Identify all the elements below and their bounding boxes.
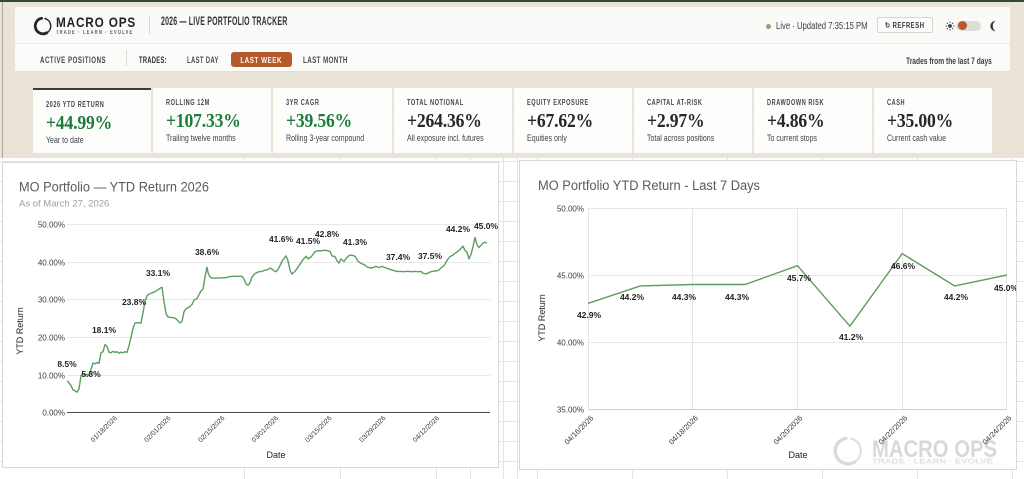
- svg-text:42.9%: 42.9%: [577, 310, 602, 320]
- svg-text:01/18/2026: 01/18/2026: [90, 415, 119, 444]
- svg-text:0.00%: 0.00%: [42, 409, 65, 418]
- svg-text:Date: Date: [266, 450, 285, 460]
- svg-text:03/15/2026: 03/15/2026: [304, 415, 333, 444]
- svg-text:04/16/2026: 04/16/2026: [563, 414, 596, 447]
- svg-text:45.0%: 45.0%: [474, 221, 498, 231]
- svg-text:23.8%: 23.8%: [122, 297, 147, 307]
- svg-text:As of March 27, 2026: As of March 27, 2026: [19, 199, 109, 210]
- svg-text:41.6%: 41.6%: [269, 234, 294, 244]
- svg-text:TRADE · LEARN · EVOLVE: TRADE · LEARN · EVOLVE: [872, 459, 993, 466]
- svg-text:MO Portfolio YTD Return - Last: MO Portfolio YTD Return - Last 7 Days: [538, 178, 760, 193]
- svg-text:8.5%: 8.5%: [57, 359, 77, 369]
- svg-text:41.5%: 41.5%: [296, 236, 321, 246]
- svg-text:44.3%: 44.3%: [725, 292, 750, 302]
- svg-text:18.1%: 18.1%: [92, 325, 117, 335]
- svg-text:44.2%: 44.2%: [944, 292, 969, 302]
- svg-text:30.00%: 30.00%: [38, 296, 65, 305]
- svg-text:03/01/2026: 03/01/2026: [251, 415, 280, 444]
- svg-text:10.00%: 10.00%: [38, 372, 65, 381]
- svg-text:02/01/2026: 02/01/2026: [143, 415, 172, 444]
- svg-text:37.4%: 37.4%: [386, 252, 411, 262]
- svg-text:33.1%: 33.1%: [146, 268, 171, 278]
- svg-text:38.6%: 38.6%: [195, 247, 220, 257]
- svg-text:46.6%: 46.6%: [891, 261, 916, 271]
- svg-text:44.3%: 44.3%: [672, 292, 697, 302]
- svg-text:04/18/2026: 04/18/2026: [667, 414, 700, 447]
- svg-text:04/12/2026: 04/12/2026: [412, 415, 441, 444]
- svg-text:MACRO OPS: MACRO OPS: [872, 436, 997, 463]
- svg-text:41.2%: 41.2%: [839, 332, 864, 342]
- svg-text:45.7%: 45.7%: [787, 273, 812, 283]
- svg-text:20.00%: 20.00%: [38, 334, 65, 343]
- svg-text:03/29/2026: 03/29/2026: [358, 415, 387, 444]
- svg-text:41.3%: 41.3%: [343, 237, 368, 247]
- svg-text:44.2%: 44.2%: [446, 224, 471, 234]
- svg-text:45.00%: 45.00%: [557, 272, 584, 281]
- svg-text:35.00%: 35.00%: [557, 406, 584, 415]
- svg-text:40.00%: 40.00%: [557, 339, 584, 348]
- svg-text:44.2%: 44.2%: [620, 292, 645, 302]
- svg-text:42.8%: 42.8%: [315, 229, 340, 239]
- svg-text:MO Portfolio — YTD Return 2026: MO Portfolio — YTD Return 2026: [19, 180, 209, 195]
- svg-text:50.00%: 50.00%: [38, 221, 65, 230]
- svg-text:5.8%: 5.8%: [81, 369, 101, 379]
- svg-text:Date: Date: [788, 450, 807, 460]
- svg-text:02/15/2026: 02/15/2026: [197, 415, 226, 444]
- svg-text:50.00%: 50.00%: [557, 205, 584, 214]
- svg-text:YTD Return: YTD Return: [537, 294, 547, 342]
- svg-text:37.5%: 37.5%: [418, 251, 443, 261]
- svg-text:40.00%: 40.00%: [38, 259, 65, 268]
- svg-text:45.0%: 45.0%: [994, 283, 1016, 293]
- svg-text:YTD Return: YTD Return: [15, 307, 25, 355]
- svg-text:04/20/2026: 04/20/2026: [772, 414, 805, 447]
